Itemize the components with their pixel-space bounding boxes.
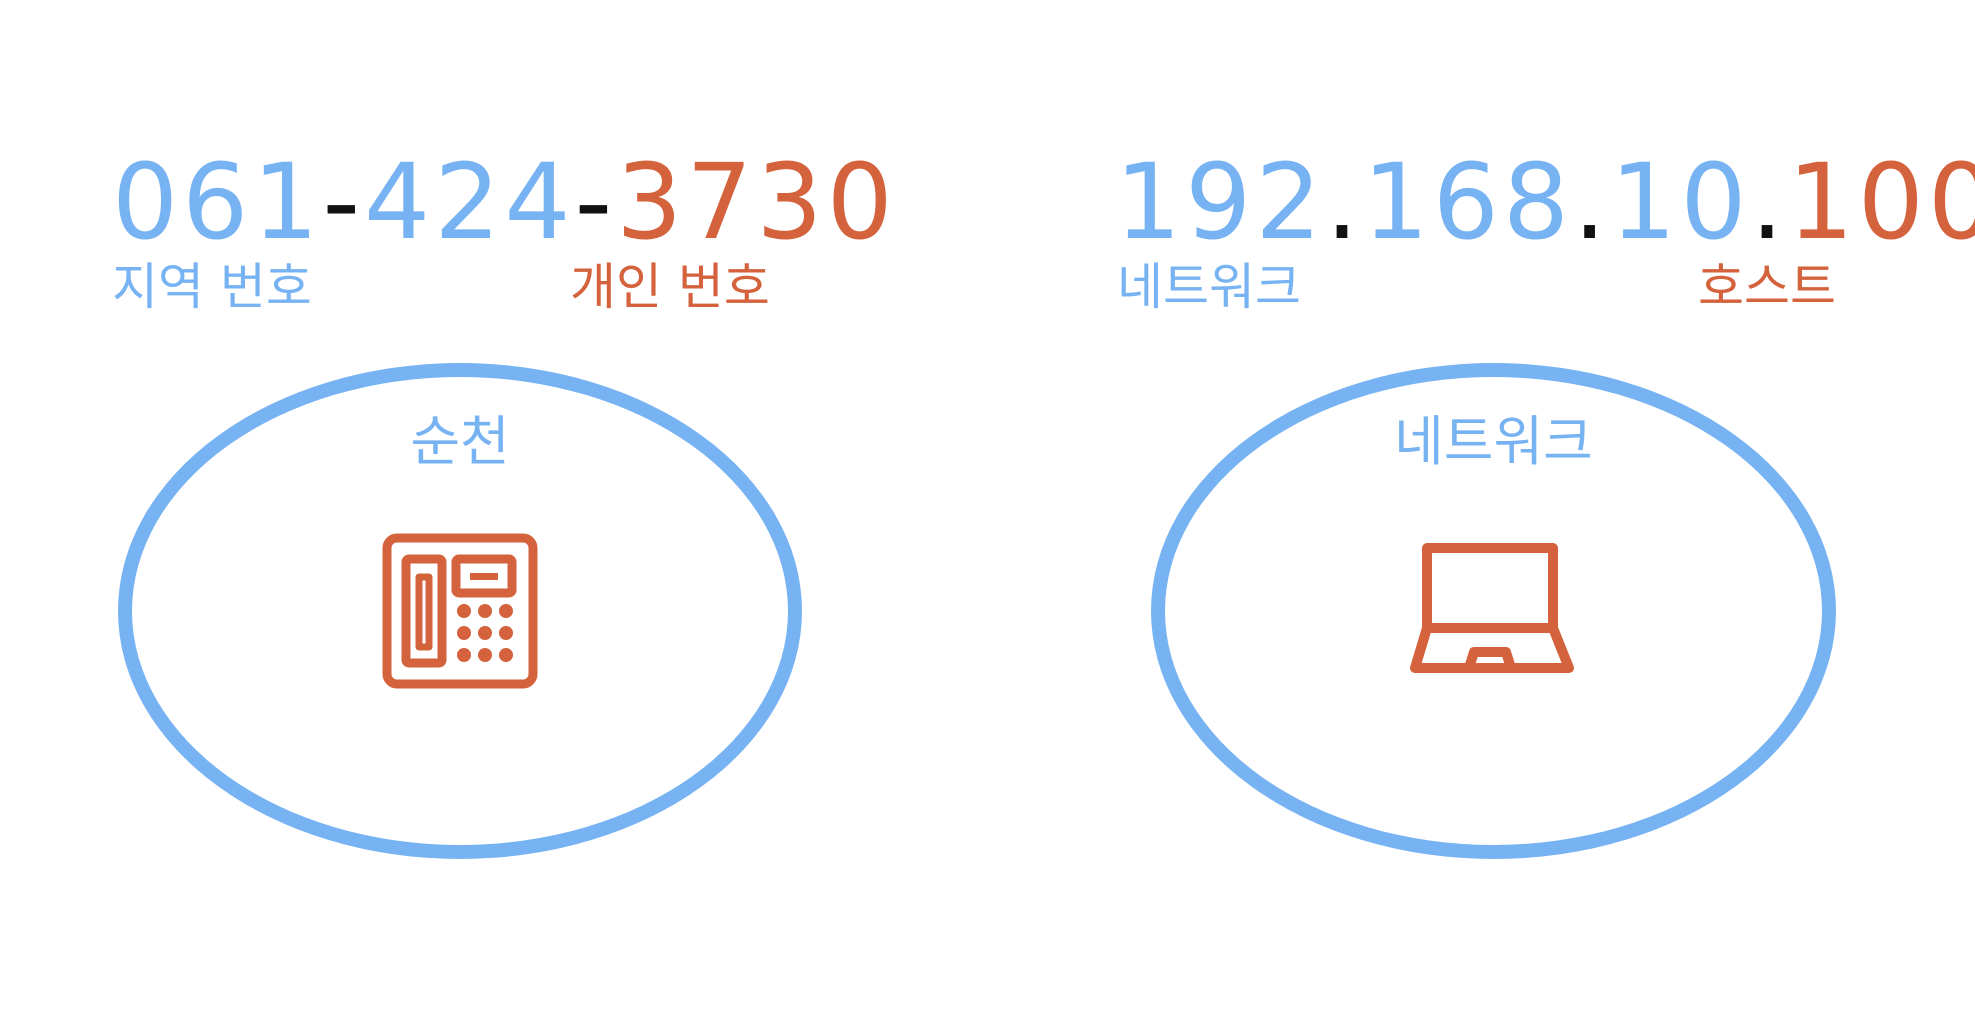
ip-address: 192.168.10.100 [1115,150,1975,254]
phone-separator: - [574,141,617,263]
host-label: 호스트 [1698,258,1836,316]
ip-host-octet: 100 [1787,141,1975,263]
personal-number-label: 개인 번호 [570,258,770,316]
ip-octet: 168 [1362,141,1574,263]
network-ellipse-label: 네트워크 [1394,410,1593,473]
phone-number-panel: 061-424-3730 지역 번호 개인 번호 순천 [0,0,987,1011]
ip-dot: . [1750,141,1788,263]
ip-octet: 10 [1610,141,1751,263]
phone-number: 061-424-3730 [112,150,897,254]
telephone-icon [382,533,538,689]
phone-separator: - [322,141,365,263]
area-code: 061 [112,141,323,263]
laptop-icon [1410,543,1574,673]
ip-octet: 192 [1115,141,1326,263]
area-code-label: 지역 번호 [112,258,312,316]
region-label: 순천 [410,410,510,473]
network-label: 네트워크 [1117,258,1301,316]
subscriber-number: 3730 [616,141,897,263]
ip-dot: . [1325,141,1363,263]
exchange-code: 424 [364,141,575,263]
ip-dot: . [1573,141,1611,263]
ip-address-panel: 192.168.10.100 네트워크 호스트 네트워크 [987,0,1975,1011]
